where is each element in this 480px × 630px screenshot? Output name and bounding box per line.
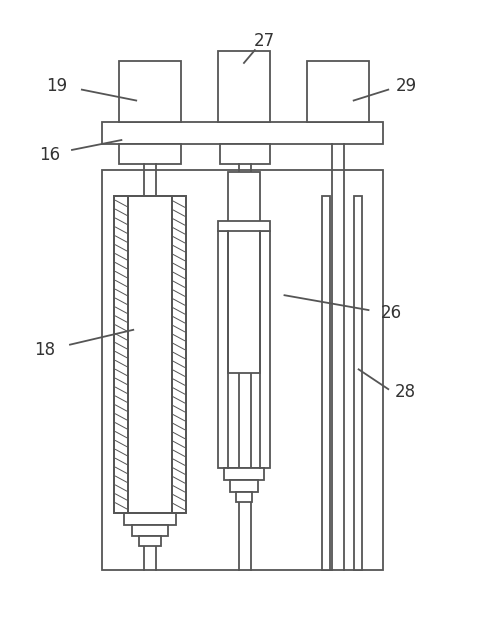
Bar	[139, 536, 161, 546]
Bar	[114, 197, 185, 513]
Text: 27: 27	[253, 32, 275, 50]
Bar	[124, 513, 175, 525]
Bar	[218, 51, 269, 122]
Bar	[119, 61, 180, 122]
Bar	[119, 144, 180, 164]
Bar	[220, 144, 269, 164]
Text: 16: 16	[38, 146, 60, 164]
Bar	[228, 171, 259, 374]
Bar	[132, 525, 168, 536]
Bar	[224, 468, 263, 480]
Bar	[229, 480, 257, 492]
Bar	[101, 169, 383, 570]
Bar	[236, 492, 252, 502]
Bar	[128, 197, 171, 513]
Text: 28: 28	[394, 383, 415, 401]
Bar	[114, 197, 185, 513]
Bar	[307, 61, 368, 122]
Bar	[218, 231, 269, 468]
Text: 26: 26	[380, 304, 401, 322]
Text: 18: 18	[34, 341, 55, 358]
Bar	[322, 197, 329, 570]
Bar	[218, 221, 269, 231]
Bar	[353, 197, 361, 570]
Bar	[101, 122, 383, 144]
Text: 19: 19	[47, 77, 68, 94]
Text: 29: 29	[395, 77, 416, 94]
